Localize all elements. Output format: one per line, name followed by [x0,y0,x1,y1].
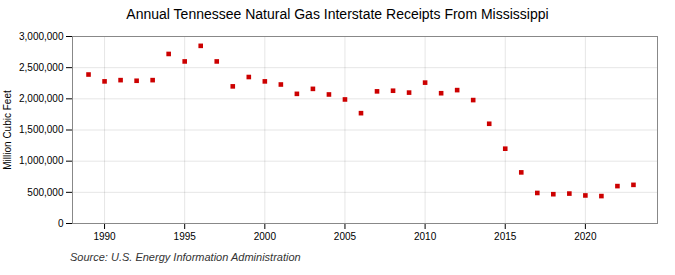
svg-text:2020: 2020 [574,231,597,242]
svg-text:1,500,000: 1,500,000 [19,124,64,135]
svg-text:2015: 2015 [494,231,517,242]
svg-text:1,000,000: 1,000,000 [19,155,64,166]
svg-text:2000: 2000 [254,231,277,242]
svg-text:3,000,000: 3,000,000 [19,31,64,42]
svg-text:2,500,000: 2,500,000 [19,62,64,73]
svg-text:2005: 2005 [334,231,357,242]
svg-text:2010: 2010 [414,231,437,242]
html-text:Source: U.S. Energy Informatio: Source: U.S. Energy Information Administ… [70,251,301,263]
svg-text:1995: 1995 [174,231,197,242]
svg-text:500,000: 500,000 [27,187,64,198]
svg-text:0: 0 [58,218,64,229]
svg-text:1990: 1990 [93,231,116,242]
html-text:Annual Tennessee Natural Gas I: Annual Tennessee Natural Gas Interstate … [126,6,549,22]
svg-text:2,000,000: 2,000,000 [19,93,64,104]
svg-text:Million Cubic Feet: Million Cubic Feet [2,90,13,170]
